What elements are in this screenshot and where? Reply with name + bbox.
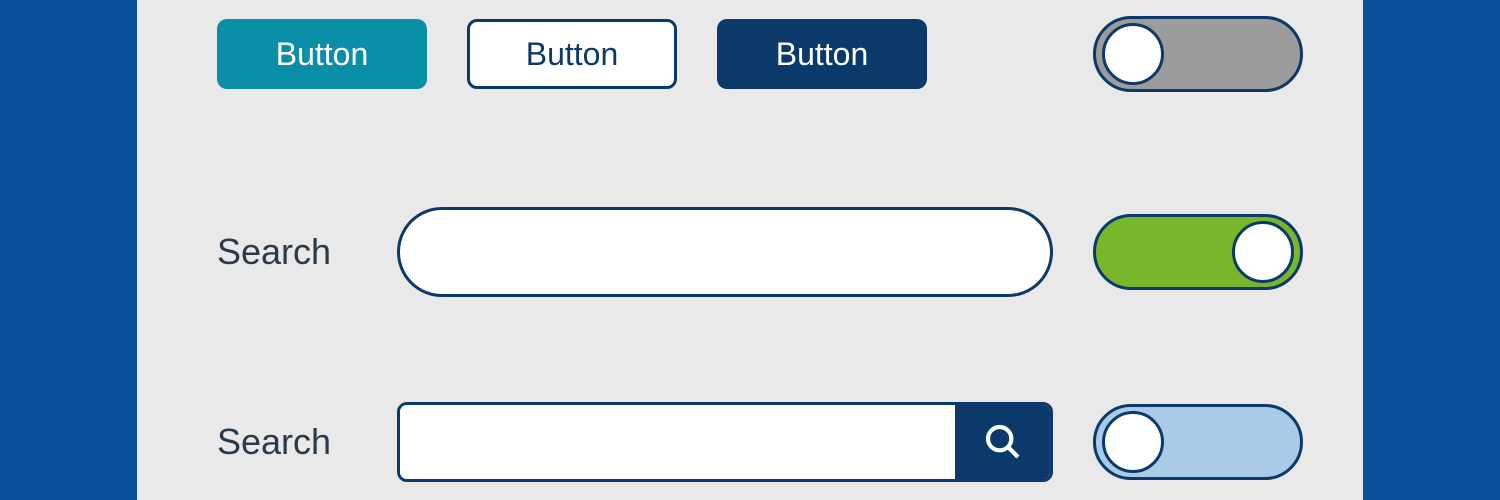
toggle-light-knob (1102, 411, 1164, 473)
search-pill-label: Search (217, 231, 357, 273)
row-search-pill: Search (217, 207, 1303, 297)
toggle-gray-knob (1102, 23, 1164, 85)
row-search-rect: Search (217, 402, 1303, 482)
search-submit-button[interactable] (955, 405, 1050, 479)
toggle-green[interactable] (1093, 214, 1303, 290)
button-outline-label: Button (526, 36, 619, 73)
button-outline[interactable]: Button (467, 19, 677, 89)
row-buttons: Button Button Button (217, 16, 1303, 92)
search-rect-label: Search (217, 421, 357, 463)
ui-kit-panel: Button Button Button Search Search (137, 0, 1363, 500)
toggle-green-knob (1232, 221, 1294, 283)
button-navy[interactable]: Button (717, 19, 927, 89)
button-navy-label: Button (776, 36, 869, 73)
search-rect-input[interactable] (400, 405, 955, 479)
button-teal[interactable]: Button (217, 19, 427, 89)
search-pill-input[interactable] (397, 207, 1053, 297)
toggle-light[interactable] (1093, 404, 1303, 480)
search-rect-wrap (397, 402, 1053, 482)
button-teal-label: Button (276, 36, 369, 73)
toggle-gray[interactable] (1093, 16, 1303, 92)
search-icon (983, 422, 1023, 462)
